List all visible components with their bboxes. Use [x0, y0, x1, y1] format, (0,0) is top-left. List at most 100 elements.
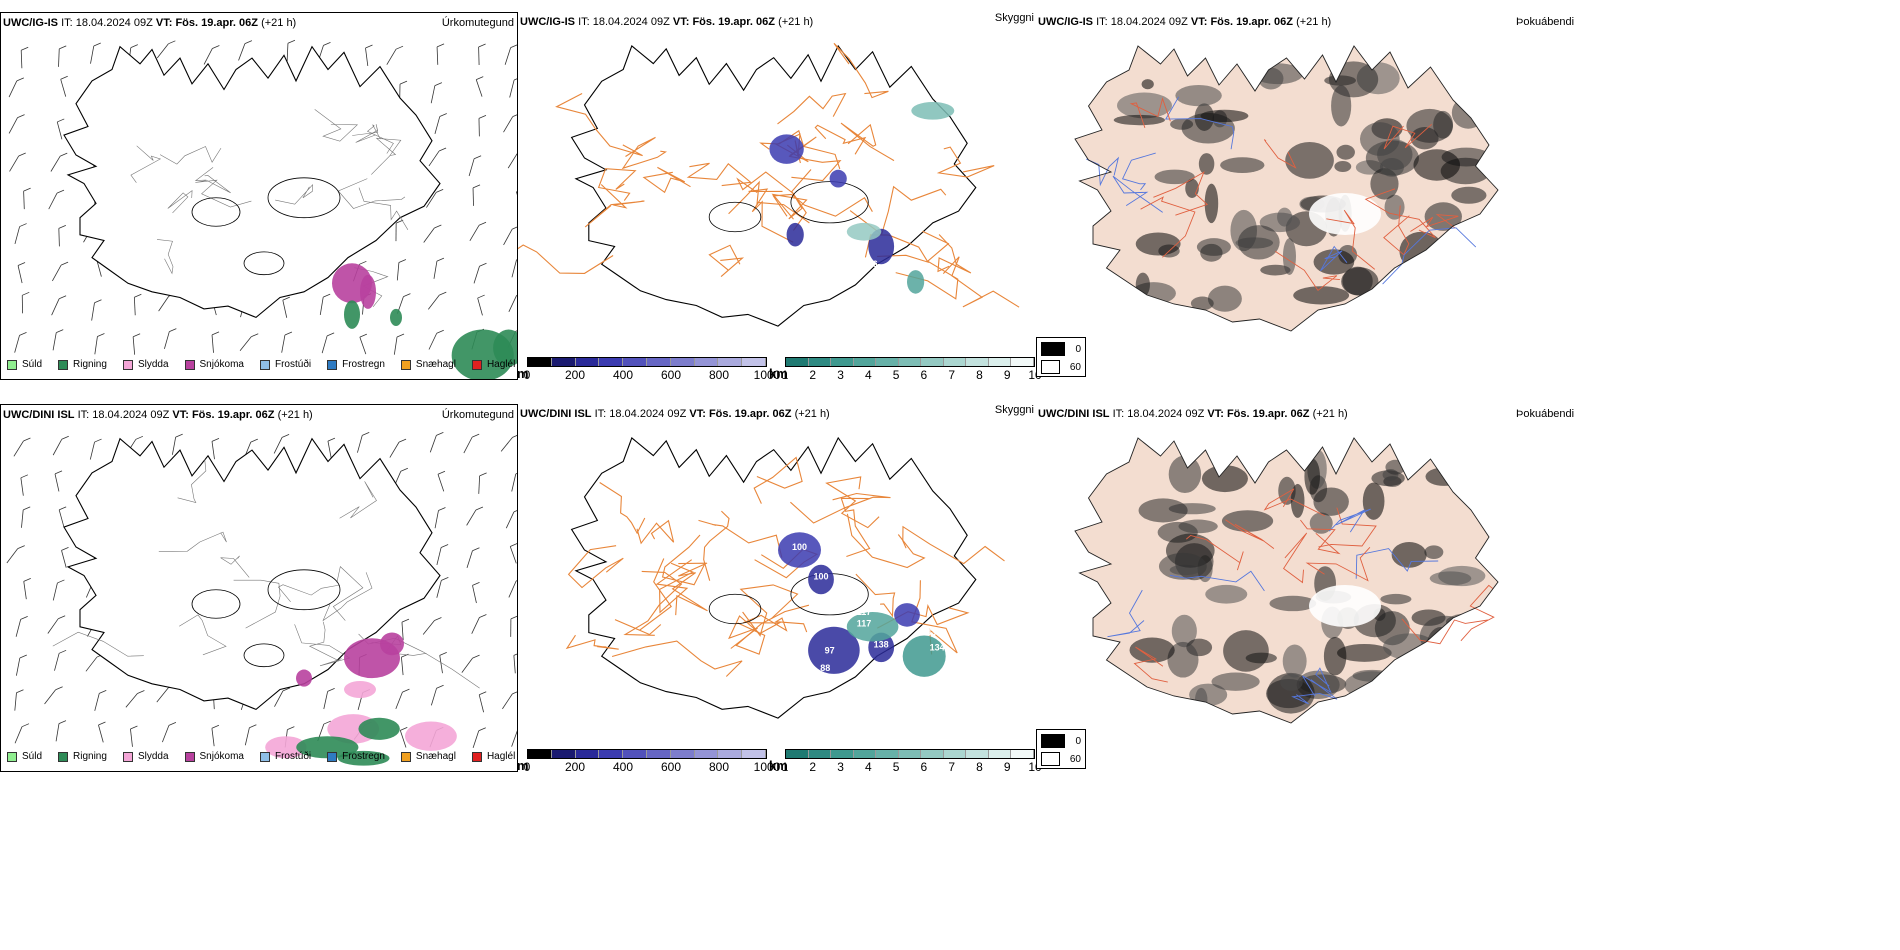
- wind-barb-flag: [211, 331, 220, 336]
- wind-barb-flag: [510, 44, 517, 48]
- low-visibility-area: [786, 222, 804, 247]
- fog-cell: [1200, 243, 1223, 262]
- wind-barb: [211, 334, 214, 353]
- wind-barb-flag: [398, 259, 407, 263]
- road-line: [565, 634, 619, 650]
- wind-barb: [508, 580, 517, 598]
- wind-barb-flag: [513, 510, 517, 513]
- wind-barb-flag: [362, 431, 370, 436]
- wind-barb-flag: [58, 225, 66, 229]
- panel-header: UWC/DINI ISL IT: 18.04.2024 09Z VT: Fös.…: [1038, 408, 1348, 420]
- rain-area: [358, 717, 400, 740]
- fog-cell: [1194, 103, 1214, 131]
- colorbar-tick: 1: [781, 368, 789, 382]
- legend-swatch: [184, 751, 195, 762]
- wind-barb: [44, 689, 56, 705]
- road-line: [179, 614, 227, 656]
- wind-barb: [433, 261, 438, 279]
- wind-barb-flag: [401, 618, 410, 623]
- road-line: [636, 519, 675, 545]
- wind-barb: [13, 440, 24, 457]
- road-line: [748, 188, 794, 243]
- rain-area: [493, 329, 517, 367]
- fog-cell: [1451, 96, 1485, 129]
- legend-item-1: Rigning: [58, 751, 107, 762]
- panel-title: Skyggni: [994, 12, 1034, 24]
- wind-barb-flag: [436, 189, 444, 193]
- fog-cell: [1220, 157, 1265, 173]
- fog-cell: [1419, 615, 1472, 657]
- river-line: [1401, 618, 1488, 645]
- wind-barb-flag: [515, 473, 517, 475]
- wind-barb-flag: [395, 45, 404, 50]
- cloud-base-label: 100: [792, 542, 807, 552]
- road-line: [840, 122, 895, 162]
- wind-barb: [434, 510, 439, 529]
- low-visibility-area: [808, 564, 834, 595]
- low-visibility-area: [778, 532, 821, 568]
- wind-barb: [389, 441, 400, 458]
- fog-cell: [1408, 645, 1463, 675]
- wind-barb: [478, 694, 485, 713]
- wind-barb: [427, 294, 440, 310]
- fog-cell: [1304, 458, 1321, 495]
- fog-cell: [1379, 157, 1404, 177]
- road-line: [599, 482, 646, 535]
- wind-barb: [423, 227, 435, 243]
- vt-label: VT:: [1190, 16, 1208, 28]
- wind-barb-flag: [287, 39, 296, 44]
- wind-barb: [401, 657, 404, 676]
- fog-cell: [1404, 650, 1444, 686]
- road-line: [597, 168, 637, 201]
- wind-barb-flag: [56, 189, 65, 194]
- wind-barb: [430, 688, 437, 706]
- colorbar-cell: [921, 750, 944, 758]
- wind-barb: [98, 724, 104, 743]
- wind-barb-flag: [478, 43, 486, 48]
- fog-cell: [1138, 498, 1188, 523]
- wind-barb-flag: [399, 80, 408, 85]
- road-line: [567, 545, 624, 589]
- wind-barb-flag: [61, 547, 69, 551]
- wind-barb-flag: [98, 721, 106, 726]
- wind-barb-flag: [20, 474, 29, 479]
- fog-cell: [1282, 238, 1296, 275]
- wind-barb-flag: [19, 654, 27, 659]
- wind-barb: [238, 43, 246, 61]
- wind-barb-flag: [323, 720, 331, 725]
- wind-barb-flag: [281, 433, 290, 438]
- wind-barb-flag: [513, 653, 517, 656]
- colorbar-cell: [646, 750, 671, 758]
- fog-legend-item: 60: [1041, 752, 1081, 766]
- wind-barb: [203, 48, 213, 65]
- wind-barb: [54, 653, 60, 671]
- wind-barb: [509, 546, 517, 564]
- low-visibility-area: [894, 603, 920, 627]
- colorbar-cell: [898, 750, 922, 758]
- fog-panel-row2: UWC/DINI ISL IT: 18.04.2024 09Z VT: Fös.…: [1036, 404, 1900, 772]
- colorbar-cell: [808, 358, 832, 366]
- model-name: UWC/IG-IS: [3, 17, 58, 29]
- wind-barb: [14, 226, 21, 245]
- wind-barb: [17, 265, 23, 284]
- visibility-panel-row1: 86 UWC/IG-IS IT: 18.04.2024 09Z VT: Fös.…: [518, 12, 1036, 380]
- colorbar-tick: 200: [564, 760, 586, 774]
- wind-barb: [91, 302, 95, 321]
- road-line: [771, 169, 812, 220]
- wind-barb: [58, 509, 65, 528]
- fog-cell: [1260, 264, 1291, 276]
- road-line: [790, 492, 891, 524]
- wind-barb: [132, 336, 136, 355]
- fog-cell: [1430, 647, 1468, 660]
- colorbar-tick: 1000: [753, 760, 781, 774]
- colorbar-cell: [786, 358, 809, 366]
- road-line: [518, 244, 614, 274]
- river-line: [1086, 156, 1120, 187]
- fog-cell: [1447, 257, 1461, 299]
- wind-barb-flag: [323, 42, 331, 46]
- river-line: [1302, 667, 1332, 697]
- fog-cell: [1424, 545, 1444, 560]
- fog-cell: [1198, 153, 1215, 175]
- wind-barb-flag: [513, 78, 517, 81]
- wind-barb: [61, 550, 67, 568]
